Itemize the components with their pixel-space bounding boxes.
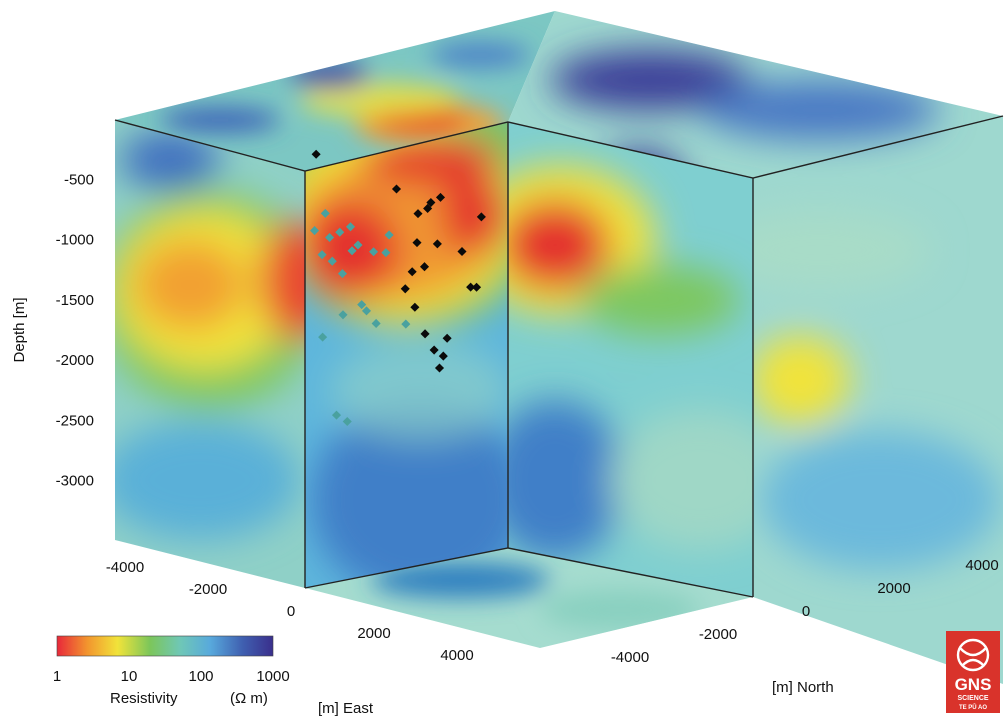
depth-tick-label: -1500 bbox=[56, 292, 94, 309]
north-tick-label: 2000 bbox=[877, 580, 910, 597]
cube-face-left bbox=[115, 120, 305, 588]
gns-logo: GNS SCIENCE TE PŪ AO bbox=[946, 631, 1000, 713]
depth-tick-label: -2500 bbox=[56, 412, 94, 429]
north-tick-labels: -4000 -2000 0 2000 4000 bbox=[611, 557, 999, 666]
colorbar-tick-labels: 1 10 100 1000 bbox=[53, 668, 290, 685]
logo-subtitle-2: TE PŪ AO bbox=[959, 704, 987, 711]
north-tick-label: 4000 bbox=[965, 557, 998, 574]
depth-tick-label: -500 bbox=[64, 171, 94, 188]
east-tick-label: 0 bbox=[287, 603, 295, 620]
cube-face-front-right bbox=[508, 122, 753, 597]
east-tick-labels: -4000 -2000 0 2000 4000 bbox=[106, 559, 474, 664]
colorbar-tick-label: 10 bbox=[121, 668, 138, 685]
logo-subtitle: SCIENCE bbox=[957, 695, 988, 702]
depth-tick-labels: -500 -1000 -1500 -2000 -2500 -3000 bbox=[56, 171, 94, 489]
colorbar-tick-label: 1 bbox=[53, 668, 61, 685]
east-axis-label: [m] East bbox=[318, 700, 374, 717]
depth-tick-label: -1000 bbox=[56, 232, 94, 249]
colorbar-label: Resistivity bbox=[110, 690, 178, 707]
north-tick-label: -4000 bbox=[611, 649, 649, 666]
colorbar-unit: (Ω m) bbox=[230, 690, 268, 707]
east-tick-label: -2000 bbox=[189, 581, 227, 598]
north-tick-label: 0 bbox=[802, 603, 810, 620]
hypocenter-point bbox=[317, 250, 327, 260]
depth-tick-label: -3000 bbox=[56, 473, 94, 490]
colorbar: 1 10 100 1000 Resistivity (Ω m) bbox=[53, 635, 290, 707]
colorbar-gradient bbox=[56, 635, 274, 657]
depth-axis-label: Depth [m] bbox=[11, 297, 28, 362]
north-tick-label: -2000 bbox=[699, 626, 737, 643]
north-axis-label: [m] North bbox=[772, 679, 834, 696]
colorbar-tick-label: 1000 bbox=[256, 668, 289, 685]
logo-background bbox=[946, 631, 1000, 713]
east-tick-label: 4000 bbox=[440, 647, 473, 664]
logo-emblem-icon bbox=[956, 638, 990, 672]
east-tick-label: 2000 bbox=[357, 625, 390, 642]
depth-tick-label: -2000 bbox=[56, 352, 94, 369]
east-tick-label: -4000 bbox=[106, 559, 144, 576]
cube-edges bbox=[114, 115, 1004, 598]
logo-title: GNS bbox=[955, 675, 992, 694]
colorbar-tick-label: 100 bbox=[188, 668, 213, 685]
